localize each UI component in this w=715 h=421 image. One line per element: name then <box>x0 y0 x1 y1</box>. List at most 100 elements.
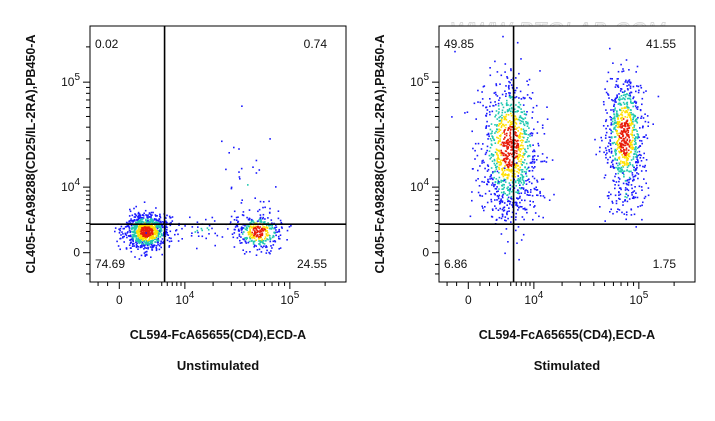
event-dot <box>536 132 539 134</box>
event-dot <box>501 188 503 190</box>
event-dot <box>613 116 616 118</box>
event-dot <box>150 229 153 232</box>
event-dot <box>534 188 536 191</box>
event-dot <box>505 113 508 116</box>
event-dot <box>503 125 505 127</box>
event-dot <box>515 162 518 164</box>
event-dot <box>477 178 479 180</box>
event-dot <box>627 134 630 136</box>
event-dot <box>145 219 147 221</box>
event-dot <box>131 231 133 233</box>
event-dot <box>616 110 618 113</box>
event-dot <box>230 215 233 218</box>
event-dot <box>114 227 117 229</box>
event-dot <box>503 144 505 147</box>
event-dot <box>507 186 509 188</box>
event-dot <box>506 213 508 216</box>
event-dot <box>160 233 163 235</box>
event-dot <box>614 99 616 101</box>
event-dot <box>636 155 638 157</box>
event-dot <box>518 156 520 159</box>
event-dot <box>527 123 529 125</box>
event-dot <box>248 209 251 211</box>
event-dot <box>519 201 521 204</box>
event-dot <box>511 190 513 193</box>
event-dot <box>489 98 491 100</box>
x-tick-label: 0 <box>465 293 472 307</box>
event-dot <box>628 112 631 114</box>
event-dot <box>151 219 154 222</box>
event-dot <box>606 112 608 114</box>
event-dot <box>134 216 137 218</box>
event-dot <box>484 176 486 178</box>
event-dot <box>265 233 268 235</box>
event-dot <box>604 220 606 222</box>
event-dot <box>536 121 539 123</box>
event-dot <box>546 118 549 120</box>
event-dot <box>636 161 639 164</box>
event-dot <box>146 234 148 236</box>
event-dot <box>142 238 144 240</box>
event-dot <box>502 188 505 190</box>
event-dot <box>510 112 512 115</box>
event-dot <box>523 131 526 134</box>
event-dot <box>629 97 631 100</box>
event-dot <box>626 88 629 90</box>
event-dot <box>507 152 509 154</box>
event-dot <box>531 92 534 94</box>
event-dot <box>619 126 621 128</box>
event-dot <box>156 222 159 224</box>
event-dot <box>498 176 501 179</box>
event-dot <box>618 166 620 169</box>
event-dot <box>614 194 617 197</box>
event-dot <box>525 180 527 182</box>
event-dot <box>158 224 160 227</box>
plot-area <box>438 25 696 283</box>
event-dot <box>514 201 516 204</box>
event-dot <box>524 190 526 192</box>
event-dot <box>535 104 538 107</box>
event-dot <box>261 229 264 231</box>
event-dot <box>531 169 534 172</box>
event-dot <box>503 184 505 186</box>
event-dot <box>513 151 516 154</box>
event-dot <box>270 250 272 252</box>
event-dot <box>625 102 628 104</box>
event-dot <box>604 147 607 149</box>
event-dot <box>610 165 612 167</box>
event-dot <box>527 137 529 139</box>
event-dot <box>247 241 250 244</box>
event-dot <box>621 162 624 164</box>
event-dot <box>140 229 143 232</box>
event-dot <box>523 110 525 113</box>
event-dot <box>509 184 512 186</box>
event-dot <box>630 159 633 161</box>
event-dot <box>516 152 518 155</box>
event-dot <box>143 226 145 229</box>
event-dot <box>271 222 273 224</box>
event-dot <box>627 194 629 197</box>
event-dot <box>504 174 507 176</box>
event-dot <box>126 232 129 234</box>
event-dot <box>122 236 124 238</box>
event-dot <box>137 222 139 224</box>
event-dot <box>620 123 623 125</box>
event-dot <box>286 229 289 232</box>
event-dot <box>131 238 133 241</box>
event-dot <box>245 238 248 241</box>
event-dot <box>506 157 508 160</box>
event-dot <box>503 167 506 169</box>
event-dot <box>610 129 612 132</box>
event-dot <box>628 135 630 138</box>
event-dot <box>621 107 623 110</box>
event-dot <box>526 80 528 82</box>
event-dot <box>479 165 481 167</box>
event-dot <box>636 118 638 121</box>
event-dot <box>624 81 627 83</box>
event-dot <box>625 161 628 163</box>
event-dot <box>621 125 623 127</box>
event-dot <box>642 117 645 119</box>
event-dot <box>624 123 626 125</box>
event-dot <box>253 230 256 232</box>
